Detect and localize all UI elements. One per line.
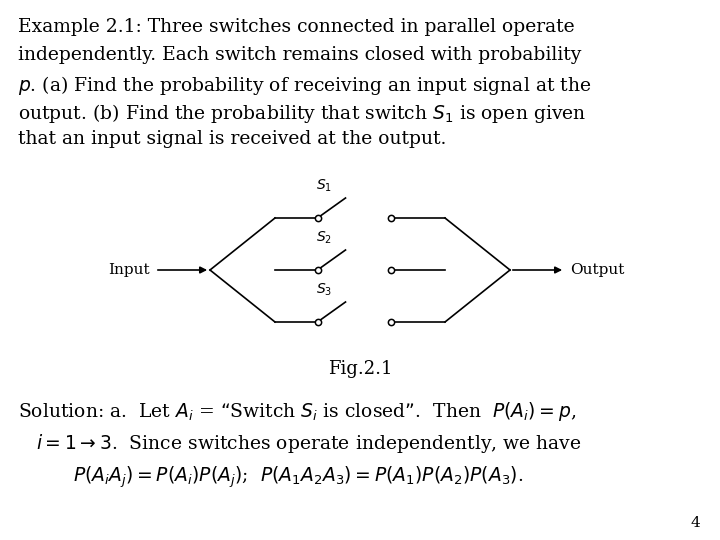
Text: Input: Input: [109, 263, 150, 277]
Text: $i = 1\rightarrow3$.  Since switches operate independently, we have: $i = 1\rightarrow3$. Since switches oper…: [36, 432, 582, 455]
Text: $P(A_iA_j) = P(A_i)P(A_j)$;  $P(A_1A_2A_3) = P(A_1)P(A_2)P(A_3)$.: $P(A_iA_j) = P(A_i)P(A_j)$; $P(A_1A_2A_3…: [73, 464, 523, 489]
Text: output. (b) Find the probability that switch $S_1$ is open given: output. (b) Find the probability that sw…: [18, 102, 586, 125]
Text: $p$. (a) Find the probability of receiving an input signal at the: $p$. (a) Find the probability of receivi…: [18, 74, 591, 97]
Text: $S_1$: $S_1$: [315, 178, 331, 194]
Text: that an input signal is received at the output.: that an input signal is received at the …: [18, 130, 446, 148]
Text: Output: Output: [570, 263, 624, 277]
Text: 4: 4: [690, 516, 700, 530]
Text: $S_2$: $S_2$: [315, 230, 331, 246]
Text: Solution: a.  Let $A_i$ = “Switch $S_i$ is closed”.  Then  $P(A_i) = p$,: Solution: a. Let $A_i$ = “Switch $S_i$ i…: [18, 400, 576, 423]
Text: Example 2.1: Three switches connected in parallel operate: Example 2.1: Three switches connected in…: [18, 18, 575, 36]
Text: independently. Each switch remains closed with probability: independently. Each switch remains close…: [18, 46, 581, 64]
Text: Fig.2.1: Fig.2.1: [328, 360, 392, 378]
Text: $S_3$: $S_3$: [315, 281, 332, 298]
